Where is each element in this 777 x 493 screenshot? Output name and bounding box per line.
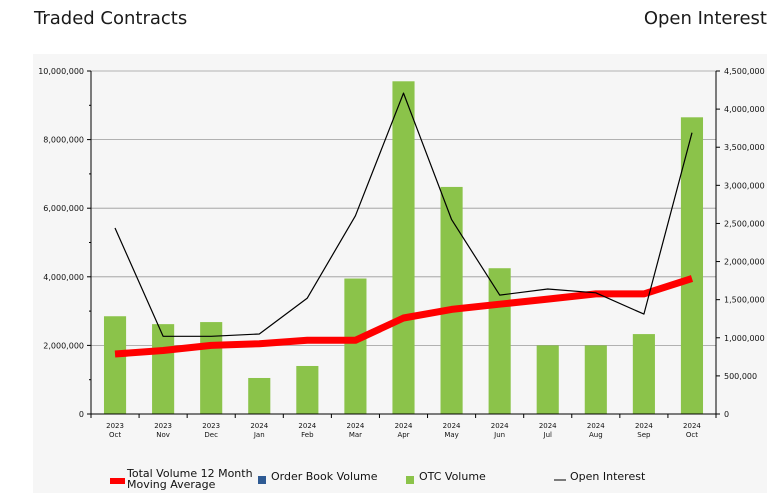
x-tick-label-year: 2024 <box>250 422 268 430</box>
left-tick-label: 10,000,000 <box>38 67 84 76</box>
x-tick-label-month: Nov <box>156 431 170 439</box>
bar-otc-volume <box>103 316 127 414</box>
x-tick-label-year: 2023 <box>202 422 220 430</box>
x-tick-label-month: Aug <box>589 431 603 439</box>
x-tick-label-month: Sep <box>637 431 651 439</box>
bar-otc-volume <box>344 278 367 414</box>
lines <box>114 92 694 358</box>
x-tick-label-month: Feb <box>301 431 314 439</box>
bar-otc-volume <box>488 268 511 414</box>
bar-otc-volume <box>152 324 175 414</box>
legend-label: OTC Volume <box>419 470 486 483</box>
right-tick-label: 1,500,000 <box>724 296 765 305</box>
x-tick-label-year: 2024 <box>683 422 701 430</box>
x-tick-label-year: 2023 <box>154 422 172 430</box>
legend-swatch <box>258 476 266 484</box>
x-tick-label-month: Dec <box>204 431 218 439</box>
right-tick-label: 3,500,000 <box>724 143 765 152</box>
x-tick-label-year: 2023 <box>106 422 124 430</box>
legend-label: Total Volume 12 Month <box>126 467 253 480</box>
bar-otc-volume <box>296 365 319 414</box>
right-tick-label: 500,000 <box>724 372 757 381</box>
bar-otc-volume <box>584 345 607 414</box>
x-tick-label-month: May <box>444 431 458 439</box>
open-interest-title: Open Interest <box>643 8 767 29</box>
combo-chart: 0 2,000,000 4,000,000 6,000,000 8,000,000 10,… <box>38 67 765 491</box>
right-tick-label: 0 <box>724 410 729 419</box>
x-tick-label-year: 2024 <box>347 422 365 430</box>
bar-otc-volume <box>440 186 463 414</box>
x-tick-label-month: Jan <box>253 431 265 439</box>
x-tick-label-year: 2024 <box>443 422 461 430</box>
x-tick-label-year: 2024 <box>298 422 316 430</box>
bar-otc-volume <box>536 345 559 414</box>
left-tick-label: 4,000,000 <box>43 273 84 282</box>
bar-otc-volume <box>680 117 704 415</box>
line-open-interest <box>114 92 693 337</box>
x-tick-label-month: Oct <box>109 431 121 439</box>
right-tick-label: 1,000,000 <box>724 334 765 343</box>
x-tick-label-year: 2024 <box>395 422 413 430</box>
legend-swatch <box>406 476 414 484</box>
legend-label: Open Interest <box>570 470 646 483</box>
x-tick-label-year: 2024 <box>587 422 605 430</box>
right-tick-label: 2,500,000 <box>724 219 765 228</box>
legend-label: Moving Average <box>127 478 216 491</box>
left-tick-label: 6,000,000 <box>43 204 84 213</box>
x-tick-label-month: Mar <box>349 431 362 439</box>
bars <box>103 81 704 415</box>
x-tick-label-year: 2024 <box>635 422 653 430</box>
bar-otc-volume <box>248 377 271 414</box>
x-tick-label-month: Jul <box>543 431 553 439</box>
chart-panel: 0 2,000,000 4,000,000 6,000,000 8,000,000 10,… <box>33 54 767 493</box>
right-tick-label: 4,500,000 <box>724 67 765 76</box>
left-tick-label: 2,000,000 <box>43 341 84 350</box>
right-tick-label: 2,000,000 <box>724 258 765 267</box>
legend-swatch <box>110 478 125 484</box>
line-total-volume-12-month-moving-average <box>114 275 694 358</box>
traded-contracts-title: Traded Contracts <box>34 8 188 29</box>
bar-otc-volume <box>392 81 415 414</box>
axes: 0 2,000,000 4,000,000 6,000,000 8,000,000 10,… <box>38 67 765 439</box>
x-tick-label-year: 2024 <box>539 422 557 430</box>
x-tick-label-month: Apr <box>397 431 409 439</box>
left-tick-label: 0 <box>79 410 84 419</box>
x-tick-label-month: Jun <box>493 431 505 439</box>
legend-label: Order Book Volume <box>271 470 378 483</box>
x-tick-label-month: Oct <box>686 431 698 439</box>
bar-otc-volume <box>632 334 655 414</box>
left-tick-label: 8,000,000 <box>43 136 84 145</box>
x-tick-label-year: 2024 <box>491 422 509 430</box>
right-tick-label: 3,000,000 <box>724 181 765 190</box>
right-tick-label: 4,000,000 <box>724 105 765 114</box>
